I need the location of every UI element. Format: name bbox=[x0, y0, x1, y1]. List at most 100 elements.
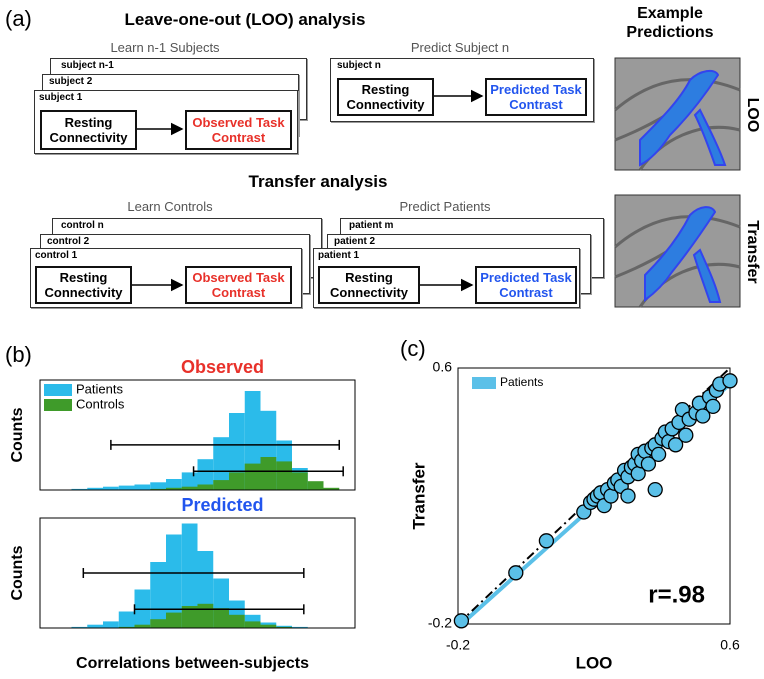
scatter-point bbox=[705, 398, 721, 415]
node: Predicted Task Contrast bbox=[485, 78, 587, 116]
node: Observed Task Contrast bbox=[185, 110, 292, 150]
scatter-point bbox=[695, 408, 711, 424]
card-label: subject 2 bbox=[49, 76, 93, 87]
panel-label: (c) bbox=[400, 336, 426, 361]
histogram-bar bbox=[166, 487, 182, 490]
panel-label: (a) bbox=[5, 6, 32, 31]
scatter-point bbox=[667, 437, 684, 453]
node: Resting Connectivity bbox=[318, 266, 420, 304]
scatter-point bbox=[620, 488, 636, 504]
x-axis-label: Correlations between-subjects bbox=[76, 655, 309, 672]
histogram-bar bbox=[181, 606, 198, 628]
histogram-bar bbox=[213, 480, 229, 490]
x-tick-label: 0.6 bbox=[720, 637, 740, 653]
node: Observed Task Contrast bbox=[185, 266, 292, 304]
panel-label: (b) bbox=[5, 342, 32, 367]
histogram-bar bbox=[166, 612, 182, 628]
legend-swatch bbox=[44, 399, 72, 411]
histogram-bar bbox=[197, 484, 214, 490]
axes-frame bbox=[457, 367, 731, 625]
chart-title: Observed bbox=[181, 357, 264, 377]
histogram-bar bbox=[181, 472, 198, 490]
annotation: r=.98 bbox=[648, 581, 705, 608]
arrows bbox=[132, 57, 741, 308]
x-tick-label: -0.2 bbox=[446, 637, 470, 653]
scatter-point bbox=[722, 373, 738, 389]
histogram-bar bbox=[118, 626, 135, 628]
scatter-point bbox=[640, 456, 657, 472]
brain-image bbox=[614, 57, 741, 171]
x-axis-label: LOO bbox=[576, 653, 613, 672]
histogram-bar bbox=[166, 534, 182, 628]
examples-title: Example Predictions bbox=[626, 5, 714, 41]
histogram-bar bbox=[71, 626, 88, 628]
histogram-bar bbox=[134, 484, 151, 490]
card-label: patient 1 bbox=[318, 250, 360, 261]
node: Resting Connectivity bbox=[35, 266, 132, 304]
section-title: Leave-one-out (LOO) analysis bbox=[124, 10, 366, 29]
scatter-point bbox=[508, 565, 524, 581]
histogram-bar bbox=[197, 603, 214, 628]
scatter-point bbox=[678, 427, 694, 443]
histogram-bar bbox=[134, 624, 151, 628]
card-label: patient 2 bbox=[334, 236, 376, 247]
chart-title: Predicted bbox=[181, 495, 263, 515]
histogram-bar bbox=[260, 624, 277, 628]
brain-image bbox=[614, 194, 741, 308]
histogram-bar bbox=[197, 459, 214, 490]
histogram-bar bbox=[292, 626, 308, 628]
card-label: subject n-1 bbox=[61, 60, 114, 71]
histogram-bar bbox=[276, 626, 292, 628]
histogram-bar bbox=[118, 485, 135, 490]
node: Predicted Task Contrast bbox=[475, 266, 577, 304]
histogram-bar bbox=[87, 487, 103, 490]
axes-frame bbox=[39, 517, 356, 629]
group-label: Learn Controls bbox=[127, 199, 213, 214]
histogram-bar bbox=[323, 487, 340, 490]
card-label: control 2 bbox=[47, 236, 90, 247]
y-tick-label: 0.6 bbox=[433, 359, 453, 375]
legend-label: Patients bbox=[500, 375, 543, 389]
card-label: control n bbox=[61, 220, 104, 231]
y-axis-label: Counts bbox=[9, 545, 26, 600]
histogram-bar bbox=[307, 481, 324, 490]
legend-label: Controls bbox=[76, 396, 125, 411]
histogram-bar bbox=[213, 437, 229, 490]
scatter-point bbox=[453, 613, 470, 629]
scatter-point bbox=[650, 446, 667, 463]
histogram-bar bbox=[229, 472, 245, 490]
histogram-bar bbox=[292, 472, 308, 490]
scatter-point bbox=[647, 481, 663, 498]
scatter-point bbox=[538, 533, 555, 549]
histogram-bar bbox=[150, 482, 166, 490]
histogram-bar bbox=[181, 523, 198, 628]
axes-frame bbox=[39, 379, 356, 491]
histogram-bar bbox=[244, 621, 261, 628]
node: Resting Connectivity bbox=[337, 78, 434, 116]
histogram-bar bbox=[244, 463, 261, 490]
histogram-bar bbox=[229, 614, 245, 628]
histogram-bar bbox=[118, 611, 135, 628]
group-label: Predict Subject n bbox=[410, 40, 510, 55]
group-label: Predict Patients bbox=[399, 199, 491, 214]
histogram-bar bbox=[181, 486, 198, 490]
legend-label: Patients bbox=[76, 381, 123, 396]
histogram-bar bbox=[150, 488, 166, 490]
section-title: Transfer analysis bbox=[248, 172, 388, 191]
legend-swatch bbox=[472, 377, 496, 389]
histogram-bar bbox=[103, 621, 119, 628]
histogram-bar bbox=[87, 624, 103, 628]
histogram-bar bbox=[276, 461, 292, 490]
group-label: Learn n-1 Subjects bbox=[110, 40, 220, 55]
histogram-bar bbox=[166, 479, 182, 490]
y-axis-label: Transfer bbox=[409, 462, 428, 529]
histogram-bar bbox=[103, 486, 119, 490]
histogram-bar bbox=[71, 488, 88, 490]
histogram-bar bbox=[260, 457, 277, 490]
y-tick-label: -0.2 bbox=[428, 615, 452, 631]
histogram-bar bbox=[150, 562, 166, 628]
histogram-bar bbox=[213, 608, 229, 628]
y-axis-label: Counts bbox=[9, 407, 26, 462]
